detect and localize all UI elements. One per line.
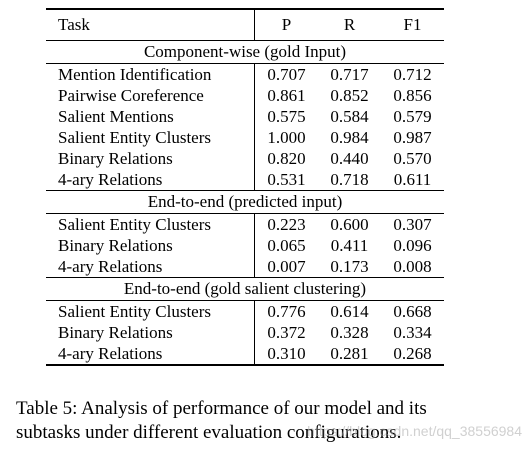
section-title: Component-wise (gold Input) [46, 40, 444, 64]
cell-task: Salient Entity Clusters [46, 213, 255, 235]
cell-r: 0.281 [318, 343, 381, 366]
cell-f1: 0.307 [393, 215, 432, 234]
cell-f1: 0.611 [393, 170, 432, 189]
table-row: 4-ary Relations 0.310 0.281 0.268 [46, 343, 444, 366]
section-header-row: End-to-end (predicted input) [46, 190, 444, 214]
cell-task: Binary Relations [46, 322, 255, 343]
cell-p: 0.310 [254, 343, 318, 366]
section-title: End-to-end (gold salient clustering) [46, 277, 444, 301]
cell-task: Mention Identification [46, 63, 255, 85]
cell-f1: 0.856 [393, 86, 432, 105]
cell-p: 0.372 [267, 323, 306, 342]
table-row: Binary Relations 0.372 0.328 0.334 [46, 322, 444, 343]
cell-p: 0.820 [267, 149, 306, 168]
table-header-row: Task P R F1 [46, 8, 444, 41]
cell-r: 0.328 [330, 323, 369, 342]
cell-r: 0.411 [330, 236, 369, 255]
cell-p: 0.007 [267, 257, 306, 276]
cell-r: 0.852 [330, 86, 369, 105]
table-body: Component-wise (gold Input) Mention Ident… [46, 40, 444, 366]
cell-f1: 0.268 [381, 343, 444, 366]
watermark-text: https://blog.csdn.net/qq_38556984 [307, 423, 522, 439]
cell-task: 4-ary Relations [46, 169, 255, 191]
results-table: Task P R F1 Component-wise (gold Input) M… [46, 8, 444, 366]
table-row: Salient Entity Clusters 0.223 0.600 0.307 [46, 213, 444, 235]
cell-p: 0.707 [267, 65, 306, 84]
cell-p: 1.000 [267, 128, 306, 147]
cell-f1: 0.334 [393, 323, 432, 342]
table-row: 4-ary Relations 0.007 0.173 0.008 [46, 256, 444, 278]
section-header-row: Component-wise (gold Input) [46, 40, 444, 64]
section-header-row: End-to-end (gold salient clustering) [46, 277, 444, 301]
caption-line-1: Table 5: Analysis of performance of our … [16, 398, 427, 419]
cell-f1: 0.570 [393, 149, 432, 168]
cell-f1: 0.579 [393, 107, 432, 126]
cell-r: 0.440 [330, 149, 369, 168]
table-row: Salient Entity Clusters 1.000 0.984 0.987 [46, 127, 444, 148]
table-row: Binary Relations 0.820 0.440 0.570 [46, 148, 444, 169]
cell-p: 0.861 [267, 86, 306, 105]
section-title: End-to-end (predicted input) [46, 190, 444, 214]
header-task: Task [46, 8, 255, 41]
cell-task: Binary Relations [46, 148, 255, 169]
cell-p: 0.575 [267, 107, 306, 126]
cell-task: 4-ary Relations [46, 343, 255, 366]
header-f1: F1 [381, 8, 444, 41]
cell-r: 0.984 [330, 128, 369, 147]
table-row: Mention Identification 0.707 0.717 0.712 [46, 63, 444, 85]
cell-task: 4-ary Relations [46, 256, 255, 278]
cell-r: 0.718 [330, 170, 369, 189]
cell-task: Pairwise Coreference [46, 85, 255, 106]
header-p: P [254, 8, 318, 41]
cell-f1: 0.096 [393, 236, 432, 255]
cell-f1: 0.987 [393, 128, 432, 147]
table-row: Pairwise Coreference 0.861 0.852 0.856 [46, 85, 444, 106]
cell-f1: 0.712 [393, 65, 432, 84]
caption-line-2: subtasks under different evaluation conf… [16, 422, 402, 443]
cell-p: 0.531 [267, 170, 306, 189]
cell-r: 0.717 [330, 65, 369, 84]
cell-r: 0.614 [330, 302, 369, 321]
results-table-container: Task P R F1 Component-wise (gold Input) M… [46, 8, 444, 366]
cell-task: Salient Entity Clusters [46, 127, 255, 148]
cell-f1: 0.668 [393, 302, 432, 321]
cell-task: Salient Mentions [46, 106, 255, 127]
table-row: Salient Entity Clusters 0.776 0.614 0.668 [46, 300, 444, 322]
table-row: Binary Relations 0.065 0.411 0.096 [46, 235, 444, 256]
cell-p: 0.223 [267, 215, 306, 234]
cell-r: 0.584 [330, 107, 369, 126]
table-caption: Table 5: Analysis of performance of our … [16, 397, 516, 445]
header-r: R [318, 8, 381, 41]
cell-r: 0.173 [330, 257, 369, 276]
table-row: 4-ary Relations 0.531 0.718 0.611 [46, 169, 444, 191]
cell-task: Binary Relations [46, 235, 255, 256]
cell-task: Salient Entity Clusters [46, 300, 255, 322]
cell-r: 0.600 [330, 215, 369, 234]
cell-p: 0.776 [267, 302, 306, 321]
cell-f1: 0.008 [393, 257, 432, 276]
table-row: Salient Mentions 0.575 0.584 0.579 [46, 106, 444, 127]
cell-p: 0.065 [267, 236, 306, 255]
